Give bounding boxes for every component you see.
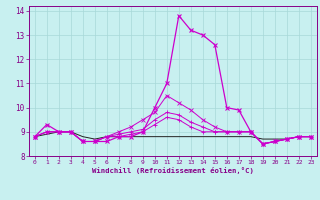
X-axis label: Windchill (Refroidissement éolien,°C): Windchill (Refroidissement éolien,°C) — [92, 167, 254, 174]
